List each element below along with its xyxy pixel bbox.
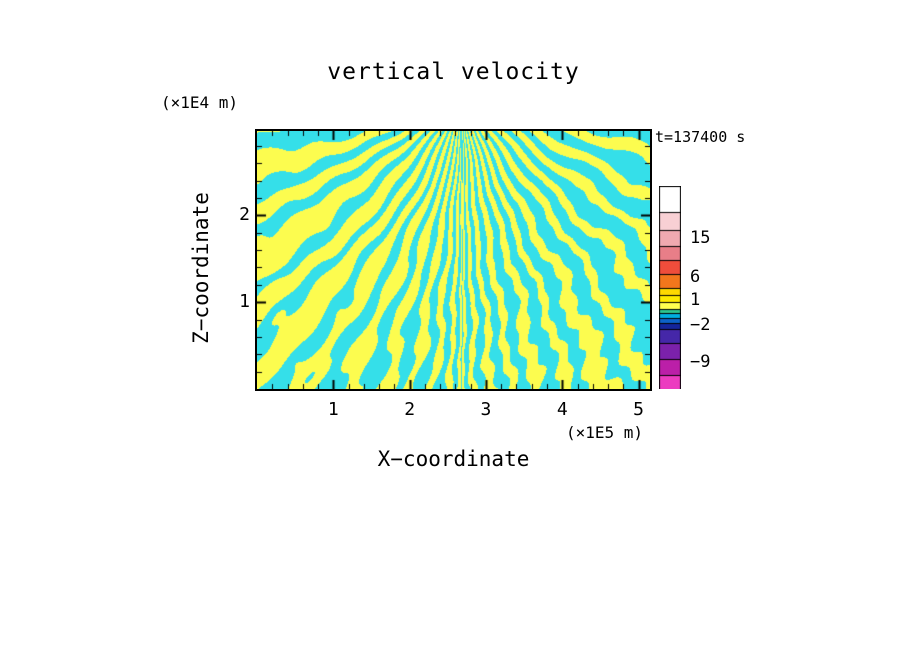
y-axis-unit-label: (×1E4 m) [161, 93, 239, 112]
colorbar-label: 1 [690, 290, 701, 310]
plot-area [255, 129, 652, 391]
y-tick-label: 2 [239, 204, 250, 226]
x-axis-unit-label: (×1E5 m) [566, 423, 644, 442]
colorbar-label: −9 [690, 352, 711, 372]
colorbar-label: 6 [690, 267, 701, 287]
y-axis-title: Z−coordinate [189, 192, 213, 344]
chart-title: vertical velocity [327, 59, 580, 85]
x-tick-label: 3 [480, 399, 492, 420]
velocity-field-canvas [257, 131, 650, 389]
x-tick-label: 1 [327, 399, 339, 420]
colorbar [659, 186, 681, 389]
time-annotation: t=137400 s [655, 128, 746, 146]
colorbar-label: 15 [690, 228, 711, 248]
x-tick-label: 2 [404, 399, 416, 420]
x-axis-title: X−coordinate [377, 447, 530, 471]
x-tick-label: 5 [633, 399, 644, 420]
y-tick-label: 1 [239, 291, 250, 313]
colorbar-label: −2 [690, 315, 711, 335]
x-tick-label: 4 [556, 399, 568, 420]
